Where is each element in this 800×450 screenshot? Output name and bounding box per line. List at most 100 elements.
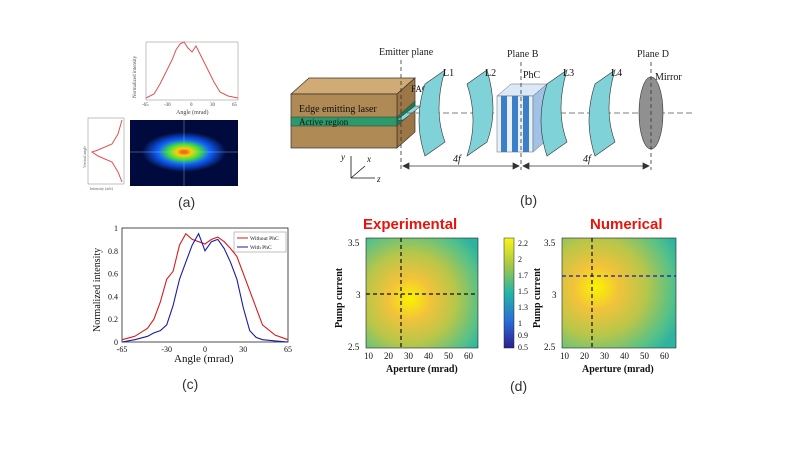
distance-arrow-left: [402, 162, 520, 170]
caption-c: (c): [182, 376, 199, 392]
legend-entry-with-phc: With PhC: [250, 245, 272, 251]
chart-c-xtick: 0: [203, 345, 207, 354]
exp-xlabel: Aperture (mrad): [386, 364, 458, 375]
num-xtick: 30: [600, 351, 610, 361]
num-xlabel: Aperture (mrad): [582, 364, 654, 375]
distance-arrow-right: [522, 162, 650, 170]
colorbar-tick: 2: [518, 255, 522, 264]
lens-l4: [588, 69, 616, 157]
panel-b-diagram: Emitter plane Plane B Plane D Edge emitt…: [290, 47, 695, 184]
colorbar-tick: 2.2: [518, 239, 528, 248]
panel-a-top-xtick: 0: [190, 103, 193, 108]
panel-a: Normalized intensity -65 -30 0 30 65 Ang…: [78, 38, 248, 198]
num-ylabel: Pump current: [532, 267, 543, 328]
lens-l3: [540, 69, 568, 157]
colorbar-tick: 1.3: [518, 303, 528, 312]
num-ytick: 2.5: [544, 342, 556, 352]
exp-ytick: 2.5: [348, 342, 360, 352]
chart-c-xtick: 30: [239, 345, 247, 354]
exp-xtick: 40: [424, 351, 434, 361]
colorbar-tick: 1.5: [518, 287, 528, 296]
num-xtick: 10: [560, 351, 570, 361]
axis-y-label: y: [340, 152, 345, 162]
num-ytick: 3: [552, 290, 557, 300]
panel-a-top-xtick: 30: [210, 103, 216, 108]
beam-profile-image: [130, 120, 238, 186]
emitter-plane-label: Emitter plane: [379, 47, 434, 58]
exp-xtick: 60: [464, 351, 474, 361]
distance-left-label: 4f: [453, 154, 462, 165]
chart-c-ytick: 0.4: [108, 292, 118, 301]
panel-a-top-xtick: -30: [164, 103, 171, 108]
title-numerical: Numerical: [590, 216, 663, 233]
active-region-label: Active region: [299, 117, 349, 127]
panel-a-top-xtick: -65: [142, 103, 149, 108]
panel-c-chart: 0 0.2 0.4 0.6 0.8 1 -65 -30 0 30 65 Normalized in…: [92, 224, 292, 365]
chart-c-xticks: -65 -30 0 30 65: [117, 345, 292, 354]
num-ytick: 3.5: [544, 238, 556, 248]
num-xtick: 60: [660, 351, 670, 361]
colorbar-ticks: 2.2 2 1.7 1.5 1.3 1 0.9 0.5: [518, 239, 528, 352]
chart-c-lines: [121, 232, 289, 343]
exp-ytick: 3: [356, 290, 361, 300]
phc-label: PhC: [523, 70, 541, 81]
panel-d-heatmaps: 3.5 3 2.5 10 20 30 40 50 60 Aperture (mr…: [334, 237, 677, 375]
chart-c-ytick: 0: [114, 338, 118, 347]
chart-c-xtick: 65: [284, 345, 292, 354]
panel-a-top-xtick: 65: [232, 103, 238, 108]
plane-d-label: Plane D: [637, 49, 669, 60]
axis-z-label: z: [376, 174, 381, 184]
exp-ytick: 3.5: [348, 238, 360, 248]
exp-xtick: 10: [364, 351, 374, 361]
series-line-with-phc: [121, 232, 289, 343]
axis-x-label: x: [366, 154, 371, 164]
mirror-label: Mirror: [655, 72, 682, 83]
heatmap-experimental: [365, 237, 479, 349]
legend-entry-without-phc: Without PhC: [250, 236, 279, 242]
lens-l4-label: L4: [611, 68, 622, 79]
panel-a-top-plot: Normalized intensity -65 -30 0 30 65 Ang…: [133, 41, 239, 116]
plane-b-label: Plane B: [507, 49, 539, 60]
colorbar-tick: 0.9: [518, 331, 528, 340]
panel-a-top-xticks: -65 -30 0 30 65: [142, 103, 238, 108]
laser-label: Edge emitting laser: [299, 104, 377, 115]
photonic-crystal: [496, 83, 548, 153]
panel-a-top-xlabel: Angle (mrad): [176, 109, 209, 116]
exp-xtick: 30: [404, 351, 414, 361]
panel-a-left-xlabel: Intensity (arb): [90, 186, 113, 191]
num-xtick: 20: [580, 351, 590, 361]
chart-c-ytick: 0.6: [108, 270, 118, 279]
chart-c-xtick: -65: [117, 345, 128, 354]
colorbar-tick: 0.5: [518, 343, 528, 352]
panel-a-left-profile: Vertical angle Intensity (arb): [82, 117, 125, 191]
edge-emitting-laser: [290, 77, 416, 149]
colorbar-tick: 1.7: [518, 271, 528, 280]
chart-c-legend: Without PhC With PhC: [233, 231, 287, 253]
chart-c-xtick: -30: [161, 345, 172, 354]
colorbar: [503, 237, 515, 349]
lens-l2: [466, 69, 494, 157]
fac-label: FAC: [411, 84, 428, 94]
heatmap-exp-yticks: 3.5 3 2.5: [348, 238, 361, 352]
series-line-without-phc: [121, 232, 289, 341]
coordinate-axes: [350, 156, 375, 179]
caption-a: (a): [178, 194, 196, 210]
chart-c-ytick: 0.2: [108, 315, 118, 324]
exp-xtick: 20: [384, 351, 394, 361]
heatmap-num-xticks: 10 20 30 40 50 60: [560, 351, 670, 361]
lens-l3-label: L3: [563, 68, 574, 79]
lens-l1-label: L1: [443, 68, 454, 79]
chart-c-ytick: 1: [114, 224, 118, 233]
caption-b: (b): [520, 192, 538, 208]
chart-c-ytick: 0.8: [108, 247, 118, 256]
chart-c-yticks: 0 0.2 0.4 0.6 0.8 1: [108, 224, 118, 347]
heatmap-num-yticks: 3.5 3 2.5: [544, 238, 557, 352]
caption-d: (d): [510, 378, 528, 394]
num-xtick: 50: [640, 351, 650, 361]
heatmap-numerical: [561, 237, 677, 349]
lens-l2-label: L2: [485, 68, 496, 79]
heatmap-exp-xticks: 10 20 30 40 50 60: [364, 351, 474, 361]
panel-a-top-ylabel: Normalized intensity: [133, 55, 138, 98]
panel-a-top-curve: [145, 41, 239, 99]
chart-c-ylabel: Normalized intensity: [92, 248, 103, 332]
